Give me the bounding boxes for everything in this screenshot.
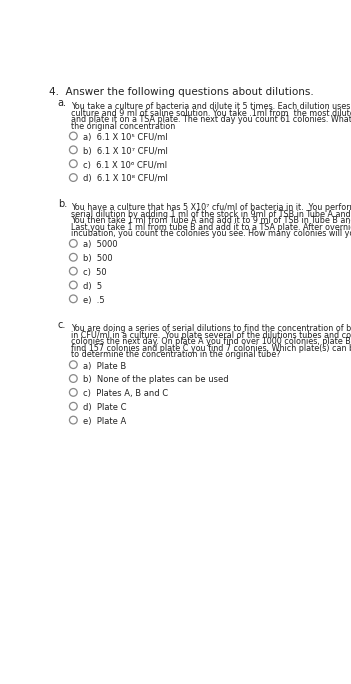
Text: incubation, you count the colonies you see. How many colonies will you see?: incubation, you count the colonies you s… xyxy=(71,229,351,238)
Text: in CFU/ml in a culture.  You plate several of the dilutions tubes and count the: in CFU/ml in a culture. You plate severa… xyxy=(71,331,351,340)
Text: b)  6.1 X 10⁷ CFU/ml: b) 6.1 X 10⁷ CFU/ml xyxy=(84,147,168,156)
Text: You are doing a series of serial dilutions to find the concentration of bacteria: You are doing a series of serial dilutio… xyxy=(71,324,351,333)
Text: Last you take 1 ml from tube B and add it to a TSA plate. After overnight: Last you take 1 ml from tube B and add i… xyxy=(71,222,351,232)
Text: b.: b. xyxy=(58,199,67,209)
Text: the original concentration: the original concentration xyxy=(71,122,175,131)
Text: c)  Plates A, B and C: c) Plates A, B and C xyxy=(84,389,168,398)
Text: c)  50: c) 50 xyxy=(84,268,107,277)
Text: d)  Plate C: d) Plate C xyxy=(84,403,127,412)
Text: You then take 1 ml from Tube A and add it to 9 ml of TSB in Tube B and mix.: You then take 1 ml from Tube A and add i… xyxy=(71,216,351,225)
Text: a)  6.1 X 10⁵ CFU/ml: a) 6.1 X 10⁵ CFU/ml xyxy=(84,133,168,142)
Text: You take a culture of bacteria and dilute it 5 times. Each dilution uses 1 ml of: You take a culture of bacteria and dilut… xyxy=(71,102,351,111)
Text: b)  None of the plates can be used: b) None of the plates can be used xyxy=(84,376,229,384)
Text: and plate it on a TSA plate. The next day you count 61 colonies. What was: and plate it on a TSA plate. The next da… xyxy=(71,115,351,124)
Text: serial dilution by adding 1 ml of the stock in 9ml of TSB in Tube A and mix.: serial dilution by adding 1 ml of the st… xyxy=(71,209,351,218)
Text: a)  Plate B: a) Plate B xyxy=(84,362,127,371)
Text: a.: a. xyxy=(58,98,67,108)
Text: e)  Plate A: e) Plate A xyxy=(84,417,127,426)
Text: to determine the concentration in the original tube?: to determine the concentration in the or… xyxy=(71,350,280,359)
Text: a)  5000: a) 5000 xyxy=(84,240,118,249)
Text: 4.  Answer the following questions about dilutions.: 4. Answer the following questions about … xyxy=(49,88,314,98)
Text: c.: c. xyxy=(58,320,66,330)
Text: b)  500: b) 500 xyxy=(84,254,113,263)
Text: d)  5: d) 5 xyxy=(84,282,102,291)
Text: d)  6.1 X 10⁸ CFU/ml: d) 6.1 X 10⁸ CFU/ml xyxy=(84,174,168,183)
Text: c)  6.1 X 10⁶ CFU/ml: c) 6.1 X 10⁶ CFU/ml xyxy=(84,161,167,170)
Text: e)  .5: e) .5 xyxy=(84,295,105,305)
Text: find 157 colonies and plate C you find 7 colonies. Which plate(s) can be used: find 157 colonies and plate C you find 7… xyxy=(71,344,351,353)
Text: colonies the next day. On plate A you find over 1000 colonies, plate B you: colonies the next day. On plate A you fi… xyxy=(71,337,351,346)
Text: You have a culture that has 5 X10⁷ cfu/ml of bacteria in it.  You perform a: You have a culture that has 5 X10⁷ cfu/m… xyxy=(71,203,351,212)
Text: culture and 9 ml of saline solution. You take .1ml from  the most dilute tube: culture and 9 ml of saline solution. You… xyxy=(71,109,351,118)
